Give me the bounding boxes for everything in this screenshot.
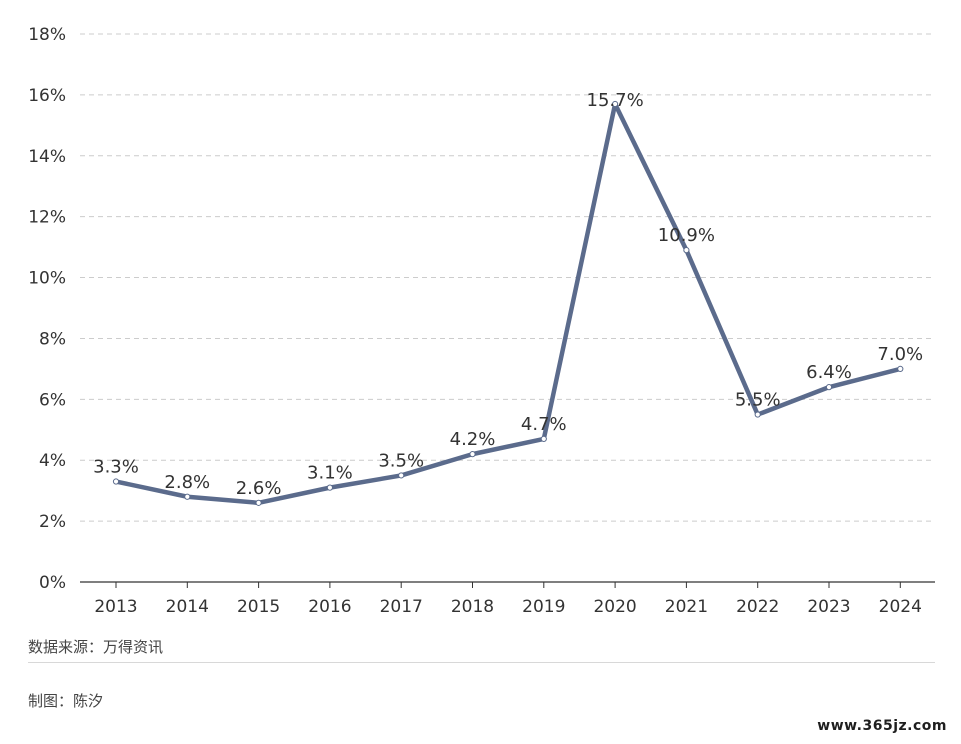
y-tick-label: 6% xyxy=(39,390,66,410)
data-point xyxy=(255,499,262,506)
y-tick-label: 18% xyxy=(28,25,66,45)
data-point xyxy=(112,478,120,485)
x-tick-label: 2015 xyxy=(237,597,280,617)
x-tick-label: 2024 xyxy=(879,597,922,617)
x-tick-label: 2016 xyxy=(308,597,351,617)
y-tick-label: 2% xyxy=(39,512,66,532)
x-tick-label: 2023 xyxy=(807,597,850,617)
data-label: 2.6% xyxy=(236,478,282,499)
y-tick-label: 12% xyxy=(28,208,66,228)
x-tick-label: 2022 xyxy=(736,597,779,617)
data-point xyxy=(825,384,833,391)
data-point xyxy=(683,247,690,254)
data-label: 4.2% xyxy=(450,429,496,450)
footer-divider xyxy=(28,662,935,663)
y-tick-label: 14% xyxy=(28,147,66,167)
x-tick-label: 2020 xyxy=(593,597,636,617)
data-point xyxy=(897,365,904,372)
data-label: 3.3% xyxy=(93,457,139,478)
x-tick-label: 2018 xyxy=(451,597,494,617)
y-tick-label: 10% xyxy=(28,269,66,289)
data-label: 4.7% xyxy=(521,414,567,435)
site-watermark: www.365jz.com xyxy=(817,718,947,734)
series-line xyxy=(113,101,903,506)
data-source-note: 数据来源：万得资讯 xyxy=(28,638,164,656)
data-point xyxy=(326,484,333,491)
data-point xyxy=(469,451,476,458)
x-tick-label: 2013 xyxy=(94,597,137,617)
x-tick-label: 2021 xyxy=(665,597,708,617)
data-label: 10.9% xyxy=(658,225,715,246)
data-point xyxy=(398,472,405,479)
data-label: 2.8% xyxy=(164,472,210,493)
data-point xyxy=(540,435,547,443)
y-tick-label: 8% xyxy=(39,329,66,349)
x-tick-label: 2017 xyxy=(380,597,423,617)
data-point xyxy=(754,411,761,418)
data-label: 6.4% xyxy=(806,362,852,383)
y-tick-label: 0% xyxy=(39,573,66,593)
chart-author-note: 制图：陈汐 xyxy=(28,692,104,710)
y-tick-label: 16% xyxy=(28,86,66,106)
data-label: 5.5% xyxy=(735,390,781,411)
data-label: 7.0% xyxy=(877,344,923,365)
data-point xyxy=(184,493,191,500)
data-label: 15.7% xyxy=(587,90,644,111)
x-tick-label: 2014 xyxy=(166,597,209,617)
x-tick-label: 2019 xyxy=(522,597,565,617)
line-chart: 0% 2% 4% 6% 8% 10% 12% 14% 16% 18% 2013 2014 2015 201… xyxy=(28,25,935,617)
data-label: 3.1% xyxy=(307,463,353,484)
y-tick-label: 4% xyxy=(39,451,66,471)
data-label: 3.5% xyxy=(378,450,424,471)
data-point xyxy=(612,100,619,108)
